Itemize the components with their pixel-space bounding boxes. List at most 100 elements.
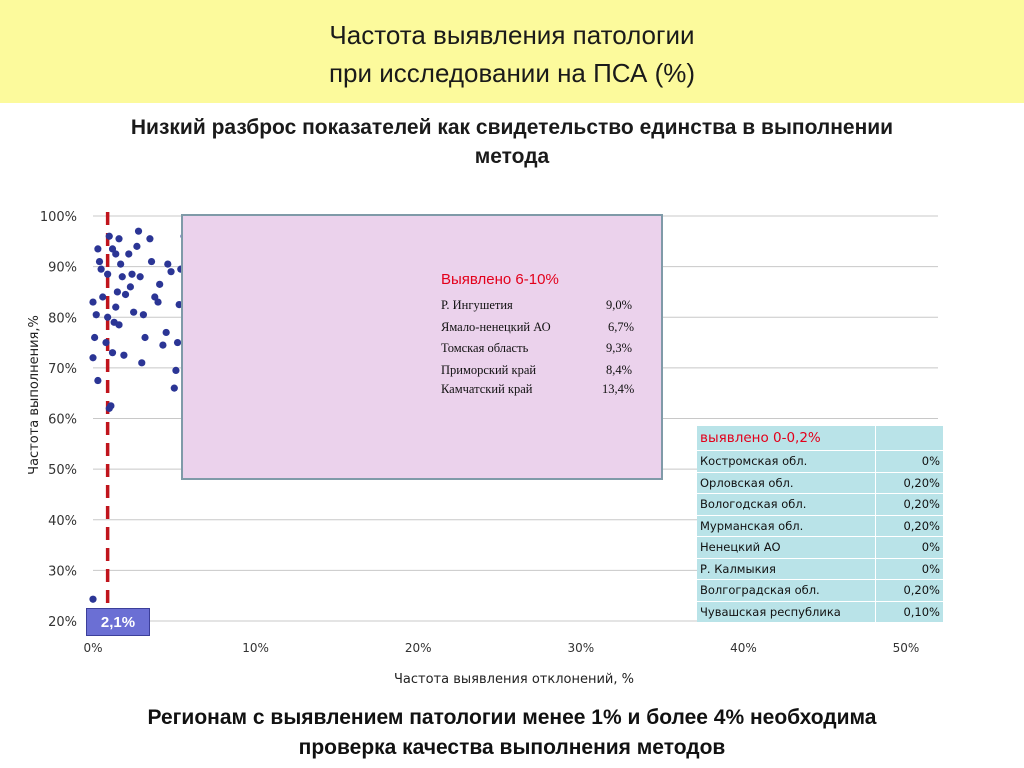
region-name: Вологодская обл. [697,493,876,516]
region-value: 9,0% [606,298,633,312]
data-point [133,242,141,250]
data-point [92,311,100,319]
region-value: 13,4% [602,382,635,396]
data-point [138,359,146,367]
table-row: Мурманская обл. 0,20% [697,515,943,537]
data-point [104,313,112,321]
x-tick-label: 30% [567,641,594,655]
data-point [94,245,102,253]
data-point [128,270,136,278]
table-row: Орловская обл. 0,20% [697,472,943,494]
table-heading: выявлено 0-0,2% [697,426,876,451]
y-tick-label: 20% [48,615,77,630]
data-point [147,257,156,266]
y-tick-label: 80% [48,311,77,326]
data-point [136,273,144,281]
data-point [120,351,128,359]
data-point [175,300,183,309]
table-row: Волгоградская обл. 0,20% [697,579,943,602]
data-point [159,341,167,349]
page-title-line-2: при исследовании на ПСА (%) [328,58,696,88]
title-bar [0,0,1024,103]
data-point [121,290,130,299]
region-name: Ненецкий АО [697,536,876,559]
data-point [141,333,149,342]
table-row: Р. Калмыкия 0% [697,558,943,580]
data-point [89,354,97,362]
region-value: 0,20% [875,472,943,494]
data-point [117,260,125,268]
region-name: Приморский край [441,363,537,377]
region-value: 0,20% [875,515,943,537]
y-tick-label: 30% [48,564,77,579]
region-name: Р. Ингушетия [441,298,513,312]
y-tick-label: 100% [40,210,77,225]
x-tick-label: 10% [242,641,269,655]
table-header-row: выявлено 0-0,2% [697,426,943,451]
region-name: Мурманская обл. [697,515,876,537]
table-row: Вологодская обл. 0,20% [697,493,943,516]
page-title-line-1: Частота выявления патологии [329,20,695,50]
bottom-note-line-1: Регионам с выявлением патологии менее 1%… [147,706,877,729]
data-point [105,232,113,240]
subtitle-line-2: метода [474,145,550,168]
subtitle-line-1: Низкий разброс показателей как свидетель… [130,116,894,139]
table-row: Чувашская республика 0,10% [697,601,943,623]
data-point [107,402,115,410]
x-tick-label: 20% [405,641,432,655]
y-axis-label: Частота выполнения,% [27,315,42,475]
table-row: Костромская обл. 0% [697,450,943,473]
region-value: 0% [875,558,943,580]
high-detection-row: Томская область 9,3% [441,341,661,356]
region-value: 0% [875,536,943,559]
data-point [115,321,123,329]
data-point [139,311,148,319]
region-name: Орловская обл. [697,472,876,494]
data-point [170,384,178,392]
data-point [89,595,97,603]
y-tick-label: 40% [48,514,77,529]
high-detection-heading: Выявлено 6-10% [441,271,559,288]
threshold-badge: 2,1% [86,608,150,636]
high-detection-row: Приморский край 8,4% [441,363,661,378]
region-name: Томская область [441,341,529,355]
region-name: Костромская обл. [697,450,876,473]
data-point [162,328,170,337]
data-point [164,260,172,268]
data-point [167,268,175,276]
data-point [172,366,180,375]
y-tick-label: 50% [48,463,77,478]
data-point [108,349,117,357]
y-tick-label: 70% [48,362,77,377]
data-point [115,235,123,243]
high-detection-row: Ямало-ненецкий АО 6,7% [441,320,661,335]
region-value: 0,20% [875,493,943,516]
region-name: Р. Калмыкия [697,558,876,580]
data-point [112,250,120,258]
region-value: 9,3% [606,341,633,355]
low-detection-table: выявлено 0-0,2% Костромская обл. 0% Орлов… [697,426,943,623]
data-point [112,303,120,311]
region-value: 0,10% [875,601,943,623]
data-point [97,265,105,273]
data-point [156,280,164,288]
region-name: Ямало-ненецкий АО [441,320,551,334]
data-point [113,288,121,296]
data-point [126,283,134,291]
high-detection-box: Выявлено 6-10% Р. Ингушетия 9,0% Ямало-н… [181,214,663,480]
region-name: Волгоградская обл. [697,579,876,602]
data-point [104,270,112,278]
y-tick-label: 90% [48,261,77,276]
region-value: 0,20% [875,579,943,602]
data-point [118,273,126,281]
table-row: Ненецкий АО 0% [697,536,943,559]
data-point [146,235,154,243]
region-value: 8,4% [606,363,633,377]
high-detection-row: Р. Ингушетия 9,0% [441,298,661,313]
x-tick-label: 0% [83,641,102,655]
data-point [130,308,138,316]
data-point [89,298,97,306]
data-point [125,250,133,258]
data-point [173,338,182,347]
region-name: Чувашская республика [697,601,876,623]
